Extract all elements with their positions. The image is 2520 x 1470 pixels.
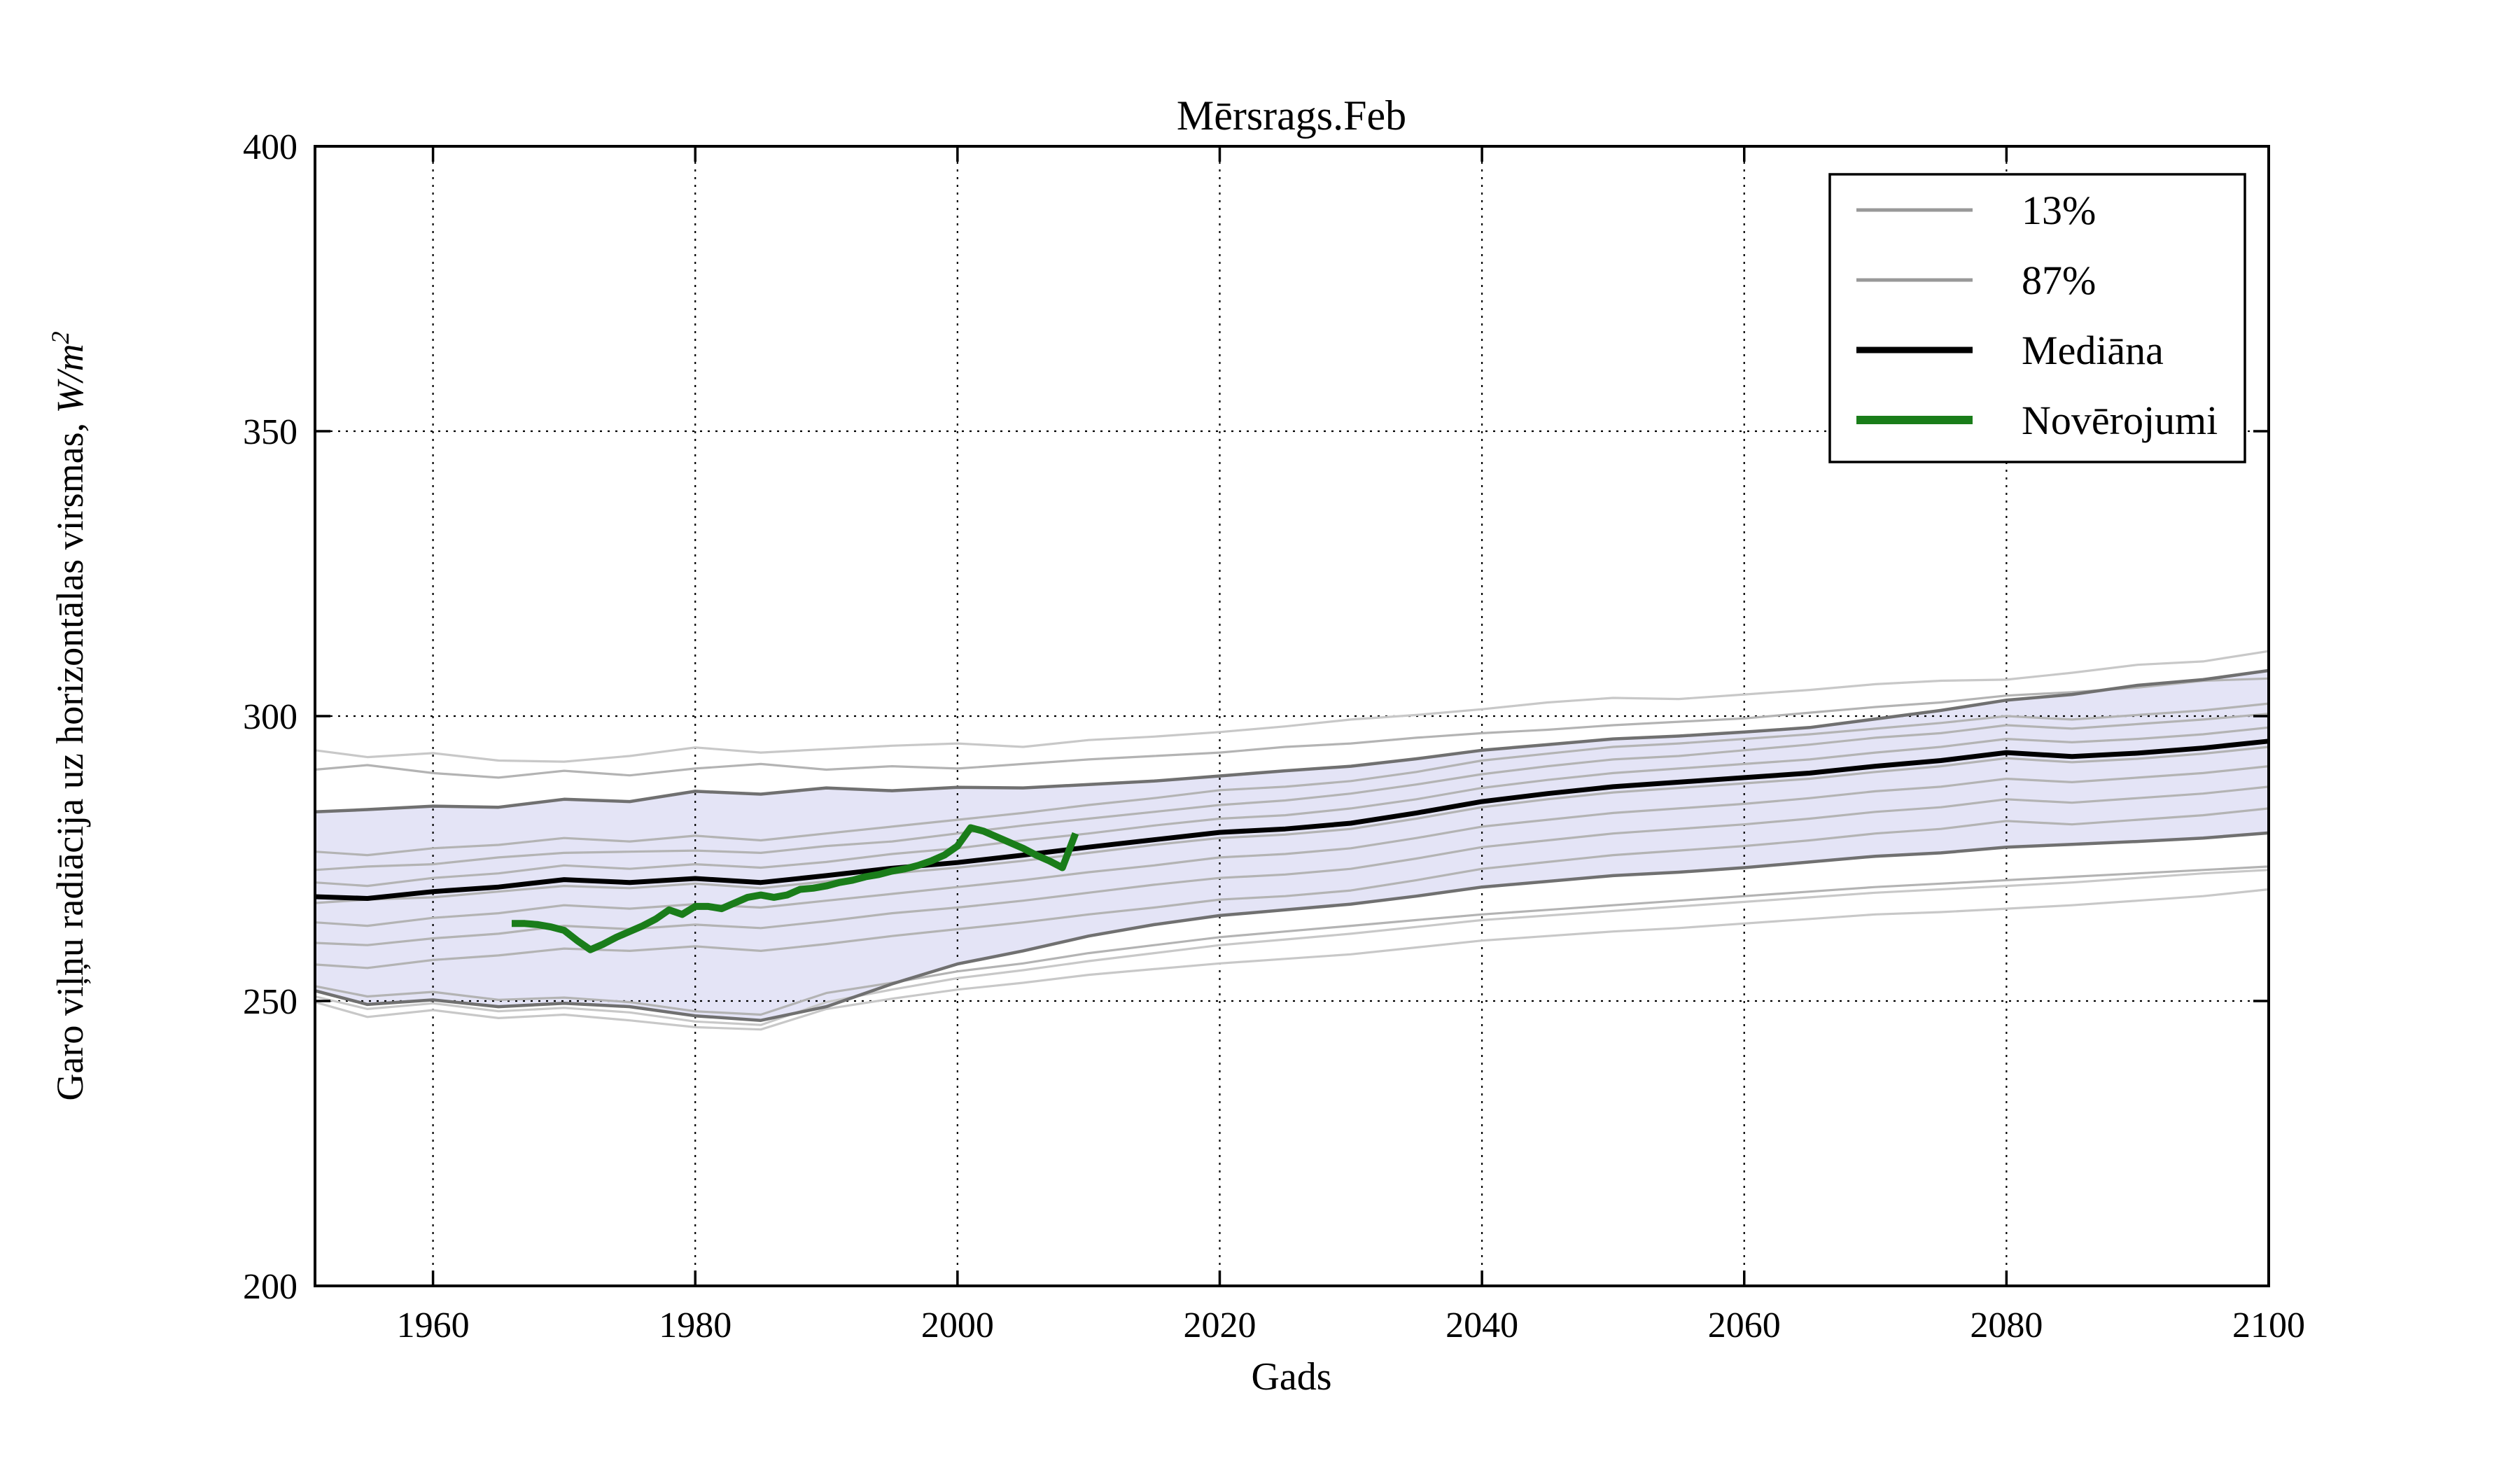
tick-marks-layer <box>315 145 2270 1287</box>
ytick-label-250: 250 <box>243 982 298 1022</box>
legend-label-13pct: 13% <box>2022 188 2096 233</box>
tick-labels-layer: 1960 1980 2000 2020 2040 2060 2080 2100 200 250 30… <box>243 127 2305 1345</box>
series-layer <box>314 650 2269 1031</box>
xtick-label-2060: 2060 <box>1708 1306 1781 1345</box>
series-ensemble <box>314 726 2269 888</box>
legend-label-noverojumi: Novērojumi <box>2022 398 2218 443</box>
y-axis-label: Garo viļņu radiācija uz horizontālas vir… <box>46 331 91 1100</box>
series-percentile-upper <box>314 668 2269 814</box>
legend-label-87pct: 87% <box>2022 258 2096 303</box>
y-axis-label-math: W/m <box>49 344 91 413</box>
xtick-label-1960: 1960 <box>397 1306 470 1345</box>
series-ensemble <box>314 650 2269 763</box>
xtick-label-1980: 1980 <box>659 1306 732 1345</box>
series-ensemble <box>314 888 2269 1031</box>
series-percentile-lower <box>314 831 2269 1022</box>
legend-label-mediana: Mediāna <box>2022 328 2164 373</box>
series-ensemble <box>314 807 2269 969</box>
xtick-label-2100: 2100 <box>2232 1306 2305 1345</box>
y-axis-label-text: Garo viļņu radiācija uz horizontālas vir… <box>49 413 91 1100</box>
series-ensemble <box>314 746 2269 904</box>
ytick-label-200: 200 <box>243 1267 298 1307</box>
y-axis-label-exponent: 2 <box>46 331 74 344</box>
series-ensemble <box>314 765 2269 927</box>
series-median <box>314 738 2269 901</box>
series-ensemble <box>314 869 2269 1026</box>
xtick-label-2080: 2080 <box>1970 1306 2043 1345</box>
series-ensemble <box>314 702 2269 857</box>
xtick-label-2040: 2040 <box>1446 1306 1518 1345</box>
series-ensemble <box>314 865 2269 1016</box>
series-observations <box>512 824 1079 953</box>
xtick-label-2000: 2000 <box>921 1306 994 1345</box>
xtick-label-2020: 2020 <box>1183 1306 1256 1345</box>
x-axis-label: Gads <box>1251 1355 1331 1399</box>
ytick-label-350: 350 <box>243 412 298 452</box>
series-ensemble <box>314 677 2269 779</box>
percentile-band-layer <box>315 670 2269 1021</box>
legend: 13% 87% Mediāna Novērojumi <box>1828 173 2246 463</box>
percentile-band <box>315 670 2269 1021</box>
ytick-label-400: 400 <box>243 127 298 167</box>
legend-box <box>1828 173 2246 463</box>
ytick-label-300: 300 <box>243 697 298 737</box>
series-ensemble <box>314 713 2269 872</box>
chart-title: Mērsrags.Feb <box>1177 92 1406 139</box>
